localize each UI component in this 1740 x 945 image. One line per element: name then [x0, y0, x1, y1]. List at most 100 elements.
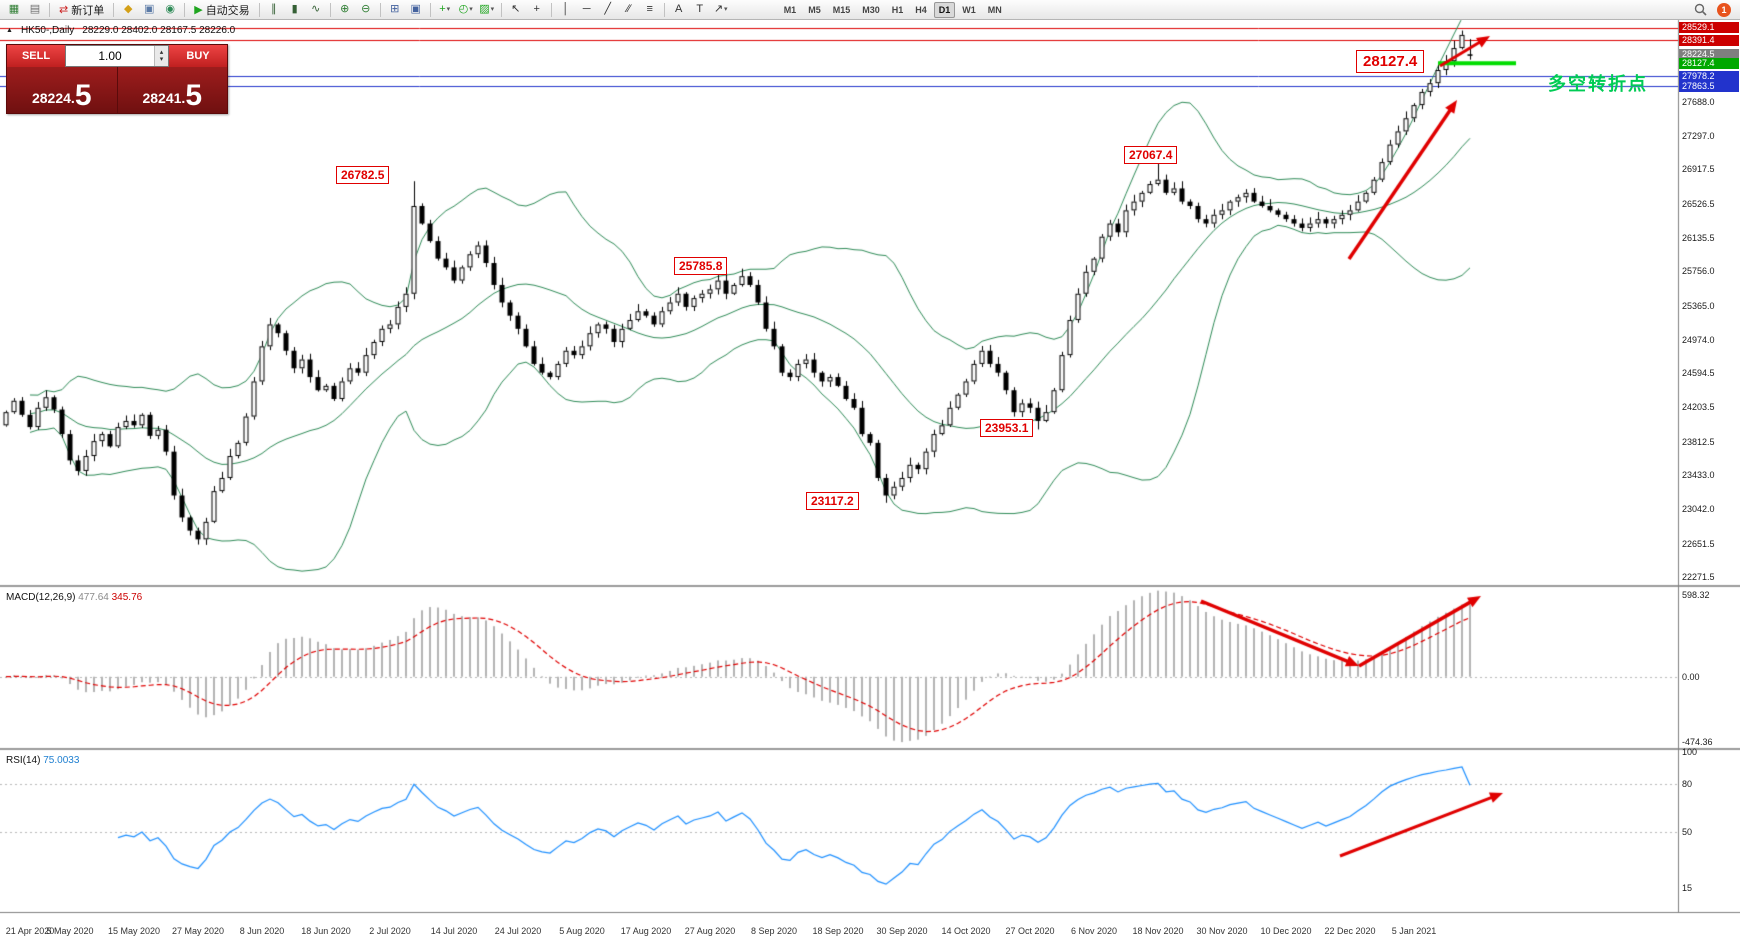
channel-icon[interactable]: ∕∕	[619, 1, 639, 18]
print-icon[interactable]: ▣	[139, 1, 159, 18]
date-axis-label: 17 Aug 2020	[620, 926, 672, 936]
periods-icon[interactable]: ◴ ▾	[456, 1, 476, 18]
vertical-line-icon: │	[562, 3, 570, 15]
volume-up-icon[interactable]: ▴	[159, 49, 164, 56]
date-axis-label: 14 Jul 2020	[430, 926, 478, 936]
cursor-icon[interactable]: ↖	[506, 1, 526, 18]
toolbar-separator	[49, 2, 50, 17]
toolbar-separator	[379, 2, 381, 17]
tile-windows-icon[interactable]: ⊞	[385, 1, 405, 18]
volume-input[interactable]	[66, 46, 154, 66]
fibonacci-icon[interactable]: ≡	[640, 1, 660, 18]
toolbar-groups: ▦ ▤ ⇄ 新订单 ◆ ▣ ◉ ▶ 自动交易 ∥ ▮ ∿ ⊕ ⊖ ⊞ ▣ + ▾ ◴ ▾ ▨ ▾ ↖ + │ ─ ╱ ∕∕ ≡ A T ↗ ▾ M…	[4, 1, 1008, 19]
price-axis-label: 26135.5	[1682, 232, 1715, 243]
price-annotation-box[interactable]: 26782.5	[336, 166, 390, 184]
chart-ohlc-label: 28229.0 28402.0 28167.5 28226.0	[82, 25, 236, 36]
cascade-windows-icon[interactable]: ▣	[406, 1, 426, 18]
crosshair-icon[interactable]: +	[527, 1, 547, 18]
templates-icon[interactable]: ▨ ▾	[477, 1, 497, 18]
trendline-icon[interactable]: ╱	[598, 1, 618, 18]
volume-down-icon[interactable]: ▾	[159, 56, 164, 63]
date-axis-label: 6 Nov 2020	[1070, 926, 1118, 936]
bar-chart-icon: ∥	[270, 3, 277, 15]
price-axis-label: 25756.0	[1682, 266, 1715, 277]
timeframe-m30[interactable]: M30	[862, 4, 880, 15]
turning-point-note[interactable]: 多空转折点	[1548, 74, 1648, 94]
toolbar-separator	[329, 2, 331, 17]
timeframe-m15[interactable]: M15	[832, 4, 851, 15]
price-annotation-box[interactable]: 27067.4	[1124, 146, 1178, 164]
text-icon[interactable]: A	[669, 1, 689, 18]
macd-value-main: 477.64	[78, 592, 109, 603]
buy-price-button[interactable]: 28241. 5	[117, 67, 227, 113]
new-chart-icon[interactable]: ▦	[4, 1, 24, 18]
label-icon[interactable]: T	[690, 1, 710, 18]
timeframe-d1[interactable]: D1	[933, 1, 956, 18]
candlestick-chart-icon[interactable]: ▮	[285, 1, 305, 18]
toolbar-right: 1	[1690, 1, 1736, 18]
new-order-button-label: 新订单	[71, 4, 105, 17]
horizontal-line-icon[interactable]: ─	[577, 1, 597, 18]
price-axis-label: 22271.5	[1682, 571, 1715, 582]
templates-icon: ▨	[479, 3, 490, 15]
indicators-icon[interactable]: + ▾	[435, 1, 455, 18]
new-order-button[interactable]: ⇄ 新订单	[54, 1, 109, 19]
metaeditor-icon[interactable]: ◆	[118, 1, 138, 18]
date-axis-label: 27 Oct 2020	[1005, 926, 1055, 936]
date-axis-label: 27 May 2020	[171, 926, 225, 936]
chevron-down-icon[interactable]: ▾	[490, 6, 495, 13]
cascade-windows-icon: ▣	[410, 3, 421, 15]
timeframe-h1[interactable]: H1	[891, 4, 904, 15]
rsi-axis-label: 50	[1682, 827, 1693, 837]
timeframe-m5[interactable]: M5	[808, 4, 821, 15]
fibonacci-icon: ≡	[646, 3, 653, 15]
line-chart-icon[interactable]: ∿	[306, 1, 326, 18]
search-icon[interactable]	[1690, 1, 1710, 18]
chevron-down-icon[interactable]: ▾	[469, 6, 473, 13]
rsi-value: 75.0033	[43, 755, 80, 766]
date-axis-label: 8 Sep 2020	[750, 926, 798, 936]
price-annotation-box[interactable]: 23953.1	[980, 419, 1034, 437]
price-axis-label: 27297.0	[1682, 131, 1715, 142]
macd-axis-label: 0.00	[1682, 671, 1700, 682]
autotrading-button[interactable]: ▶ 自动交易	[189, 1, 254, 19]
new-chart-icon: ▦	[8, 3, 20, 15]
bar-chart-icon[interactable]: ∥	[264, 1, 284, 18]
notification-badge[interactable]: 1	[1717, 2, 1731, 17]
zoom-out-icon[interactable]: ⊖	[356, 1, 376, 18]
buy-button[interactable]: BUY	[169, 45, 227, 67]
timeframe-mn[interactable]: MN	[987, 4, 1002, 15]
price-axis-tag: 27978.2	[1679, 70, 1739, 82]
price-annotation-box[interactable]: 28127.4	[1356, 50, 1425, 73]
price-annotation-box[interactable]: 25785.8	[674, 257, 728, 275]
data-window-icon[interactable]: ◉	[160, 1, 180, 18]
timeframe-h4[interactable]: H4	[915, 4, 927, 15]
profiles-icon[interactable]: ▤	[25, 1, 45, 18]
timeframe-w1[interactable]: W1	[962, 4, 976, 15]
date-axis-label: 27 Aug 2020	[684, 926, 736, 936]
one-click-trading-panel: SELL ▴ ▾ BUY 28224. 5 28241. 5	[6, 44, 228, 114]
date-axis-label: 14 Oct 2020	[941, 926, 991, 936]
volume-spinner[interactable]: ▴ ▾	[154, 46, 168, 66]
shapes-icon[interactable]: ↗ ▾	[711, 1, 731, 18]
shapes-icon: ↗	[713, 3, 724, 15]
main-toolbar: ▦ ▤ ⇄ 新订单 ◆ ▣ ◉ ▶ 自动交易 ∥ ▮ ∿ ⊕ ⊖ ⊞ ▣ + ▾ ◴ ▾ ▨ ▾ ↖ + │ ─ ╱ ∕∕ ≡ A T ↗ ▾ M…	[0, 0, 1740, 20]
sell-button[interactable]: SELL	[7, 45, 65, 67]
macd-value-signal: 345.76	[111, 592, 143, 603]
chart-expand-icon[interactable]: ▲	[6, 27, 13, 34]
price-axis-label: 24594.5	[1682, 368, 1715, 379]
label-icon: T	[696, 3, 704, 15]
chevron-down-icon[interactable]: ▾	[724, 6, 728, 13]
date-axis-label: 10 Dec 2020	[1260, 926, 1312, 936]
price-axis-tag: 27863.5	[1679, 80, 1739, 92]
price-axis-label: 24203.5	[1682, 402, 1715, 413]
vertical-line-icon[interactable]: │	[556, 1, 576, 18]
sell-price-button[interactable]: 28224. 5	[7, 67, 118, 113]
chevron-down-icon[interactable]: ▾	[446, 6, 451, 13]
metaeditor-icon: ◆	[123, 3, 133, 15]
timeframe-m1[interactable]: M1	[783, 4, 797, 15]
zoom-in-icon[interactable]: ⊕	[335, 1, 355, 18]
macd-title: MACD(12,26,9)	[6, 592, 76, 603]
price-annotation-box[interactable]: 23117.2	[806, 492, 859, 510]
